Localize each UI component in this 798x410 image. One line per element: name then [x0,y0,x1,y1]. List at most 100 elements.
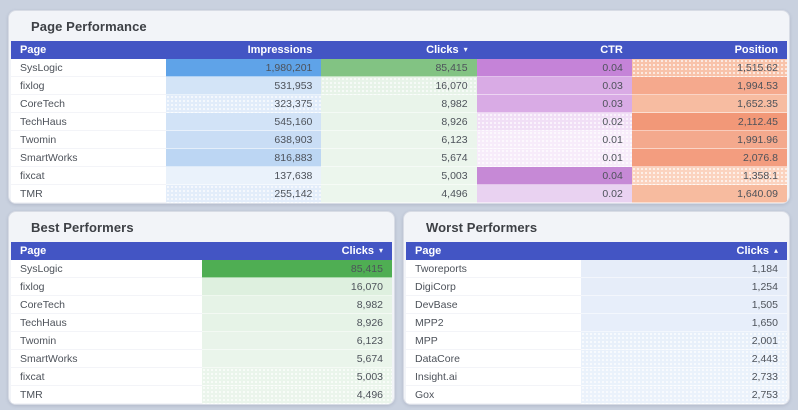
page-name-cell: fixcat [11,167,167,185]
page-name-cell: TMR [11,185,167,203]
clicks-value-cell: 85,415 [201,260,392,278]
impressions-value-cell: 531,953 [166,77,322,95]
table-row: MPP 2,001 [406,332,787,350]
page-name-cell: DevBase [406,296,582,314]
clicks-value-cell: 4,496 [321,185,477,203]
table-row: Tworeports 1,184 [406,260,787,278]
page-performance-header-row: Page Impressions Clicks ▾ CTR Position [11,41,787,59]
table-row: Twomin 6,123 [11,332,392,350]
column-header-page[interactable]: Page [20,44,47,56]
clicks-value-cell: 5,003 [201,368,392,386]
best-performers-header-row: Page Clicks ▾ [11,242,392,260]
table-row: TMR 255,142 4,496 0.02 1,640.09 [11,185,787,203]
position-value-cell: 1,640.09 [631,185,787,203]
page-name-cell: SysLogic [11,260,202,278]
page-name-cell: TechHaus [11,314,202,332]
clicks-value-cell: 1,650 [581,314,787,332]
page-name-cell: MPP2 [406,314,582,332]
ctr-value-cell: 0.04 [476,59,632,77]
table-row: fixcat 137,638 5,003 0.04 1,358.1 [11,167,787,185]
clicks-value-cell: 5,674 [201,350,392,368]
clicks-value-cell: 16,070 [201,278,392,296]
clicks-value-cell: 5,003 [321,167,477,185]
page-name-cell: Twomin [11,131,167,149]
position-value-cell: 1,358.1 [631,167,787,185]
position-value-cell: 2,076.8 [631,149,787,167]
page-name-cell: Tworeports [406,260,582,278]
ctr-value-cell: 0.02 [476,113,632,131]
best-performers-body: SysLogic 85,415 fixlog 16,070 CoreTech 8,982 T… [11,260,392,404]
table-row: MPP2 1,650 [406,314,787,332]
impressions-value-cell: 545,160 [166,113,322,131]
column-header-clicks[interactable]: Clicks ▾ [202,242,393,260]
ctr-value-cell: 0.03 [476,77,632,95]
ctr-value-cell: 0.01 [476,149,632,167]
page-name-cell: fixlog [11,77,167,95]
best-performers-table: Page Clicks ▾ SysLogic 85,415 fixlog 16,070… [11,242,392,404]
table-row: fixcat 5,003 [11,368,392,386]
column-header-ctr[interactable]: CTR [600,44,623,56]
page-name-cell: fixlog [11,278,202,296]
sort-desc-icon: ▾ [463,45,468,54]
clicks-value-cell: 8,926 [201,314,392,332]
table-row: SysLogic 1,980,201 85,415 0.04 1,515.62 [11,59,787,77]
page-name-cell: CoreTech [11,296,202,314]
clicks-value-cell: 8,982 [321,95,477,113]
table-row: Gox 2,753 [406,386,787,404]
page-name-cell: MPP [406,332,582,350]
table-row: SmartWorks 816,883 5,674 0.01 2,076.8 [11,149,787,167]
table-row: DigiCorp 1,254 [406,278,787,296]
page-name-cell: Gox [406,386,582,404]
ctr-value-cell: 0.02 [476,185,632,203]
position-value-cell: 1,515.62 [631,59,787,77]
position-value-cell: 1,652.35 [631,95,787,113]
column-header-page[interactable]: Page [20,245,47,257]
bottom-panels-row: Best Performers Page Clicks ▾ SysLogic 85… [8,211,790,405]
impressions-value-cell: 1,980,201 [166,59,322,77]
position-value-cell: 1,991.96 [631,131,787,149]
clicks-value-cell: 2,001 [581,332,787,350]
best-performers-title: Best Performers [31,219,134,235]
table-row: DevBase 1,505 [406,296,787,314]
page-name-cell: SmartWorks [11,149,167,167]
clicks-value-cell: 5,674 [321,149,477,167]
page-name-cell: DataCore [406,350,582,368]
page-performance-panel: Page Performance Page Impressions Clicks… [8,10,790,204]
table-row: TechHaus 545,160 8,926 0.02 2,112.45 [11,113,787,131]
page-performance-table: Page Impressions Clicks ▾ CTR Position S… [11,41,787,203]
sort-asc-icon: ▴ [773,246,778,255]
position-value-cell: 2,112.45 [631,113,787,131]
clicks-value-cell: 8,982 [201,296,392,314]
impressions-value-cell: 255,142 [166,185,322,203]
table-row: DataCore 2,443 [406,350,787,368]
page-performance-body: SysLogic 1,980,201 85,415 0.04 1,515.62 fixlo… [11,59,787,203]
column-header-impressions[interactable]: Impressions [247,44,313,56]
column-header-clicks[interactable]: Clicks ▾ [321,41,476,59]
impressions-value-cell: 816,883 [166,149,322,167]
worst-performers-body: Tworeports 1,184 DigiCorp 1,254 DevBase 1,505… [406,260,787,404]
column-header-clicks-label: Clicks [736,245,769,257]
column-header-clicks[interactable]: Clicks ▴ [581,242,787,260]
page-name-cell: fixcat [11,368,202,386]
clicks-value-cell: 85,415 [321,59,477,77]
page-name-cell: TechHaus [11,113,167,131]
clicks-value-cell: 8,926 [321,113,477,131]
column-header-position[interactable]: Position [734,44,778,56]
table-row: CoreTech 8,982 [11,296,392,314]
ctr-value-cell: 0.03 [476,95,632,113]
table-row: Twomin 638,903 6,123 0.01 1,991.96 [11,131,787,149]
clicks-value-cell: 1,505 [581,296,787,314]
best-performers-panel: Best Performers Page Clicks ▾ SysLogic 85… [8,211,395,405]
table-row: TMR 4,496 [11,386,392,404]
column-header-page[interactable]: Page [415,245,442,257]
clicks-value-cell: 2,733 [581,368,787,386]
page-name-cell: Insight.ai [406,368,582,386]
table-row: TechHaus 8,926 [11,314,392,332]
impressions-value-cell: 137,638 [166,167,322,185]
clicks-value-cell: 1,184 [581,260,787,278]
table-row: fixlog 531,953 16,070 0.03 1,994.53 [11,77,787,95]
worst-performers-header-row: Page Clicks ▴ [406,242,787,260]
impressions-value-cell: 323,375 [166,95,322,113]
page-name-cell: TMR [11,386,202,404]
